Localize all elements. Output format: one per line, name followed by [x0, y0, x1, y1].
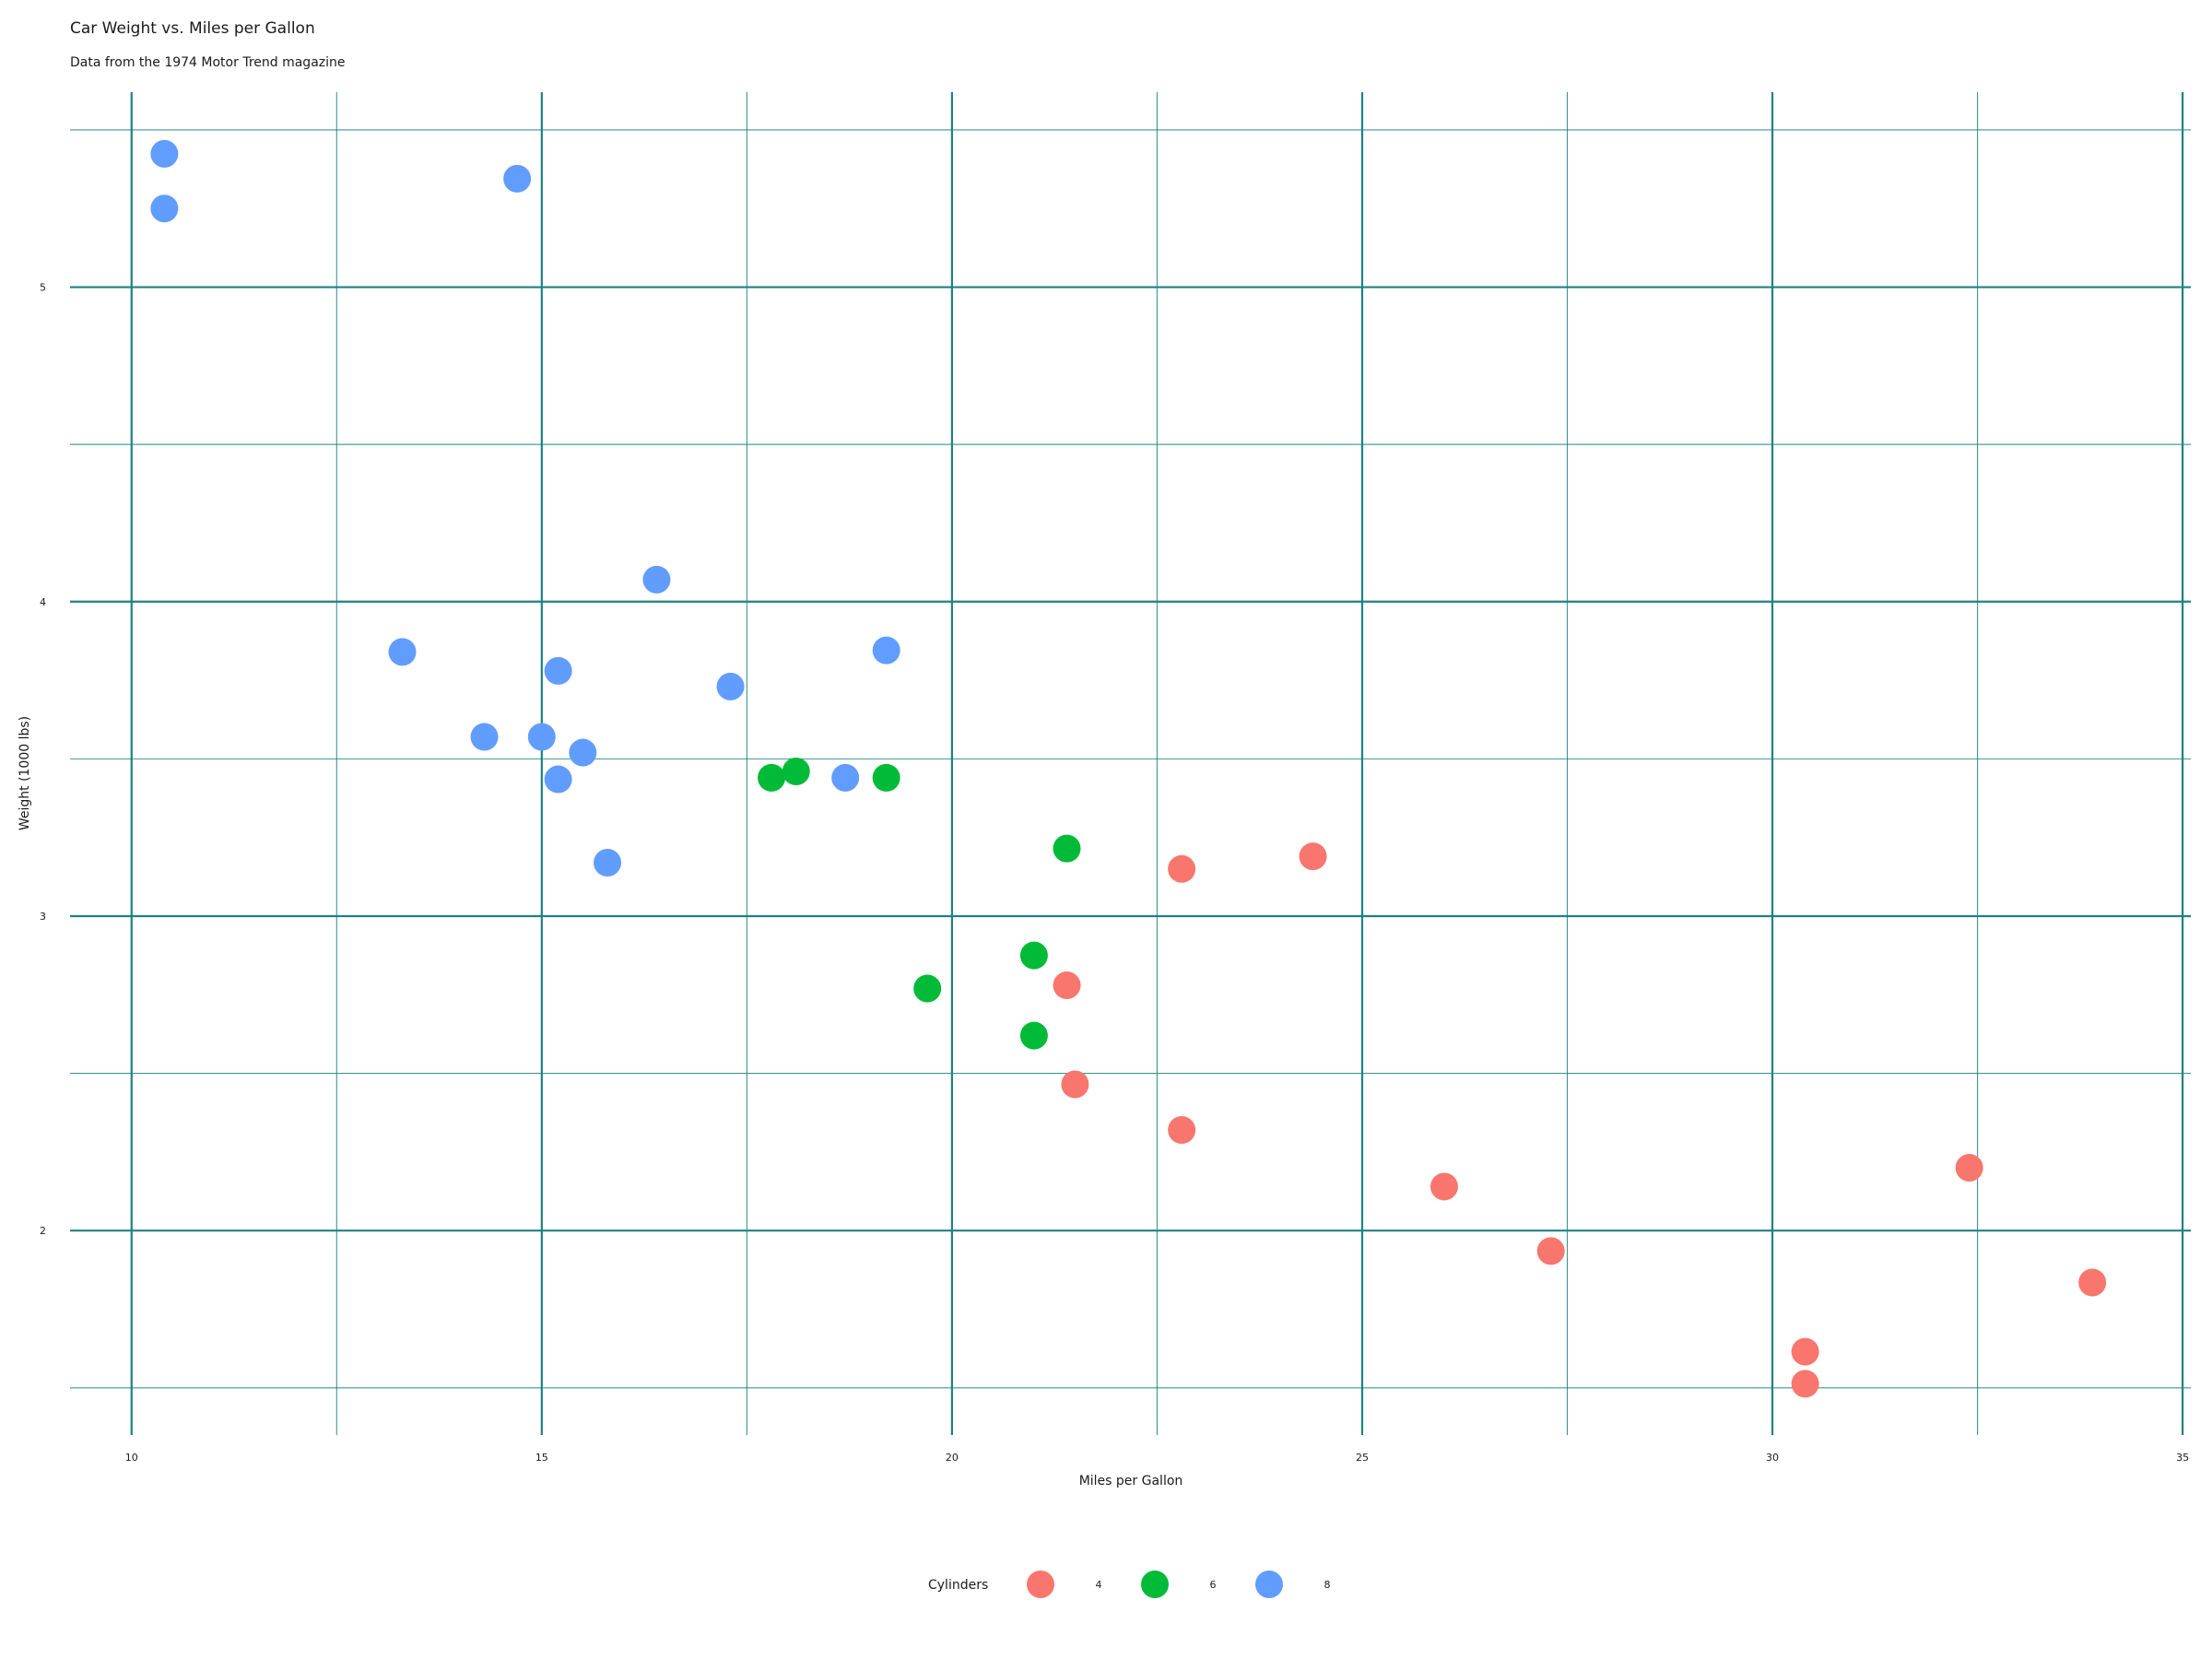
x-tick-label: 20 [946, 1452, 959, 1464]
x-tick-label: 30 [1766, 1452, 1779, 1464]
data-point [1053, 834, 1081, 863]
x-tick-label: 15 [535, 1452, 548, 1464]
x-axis-label: Miles per Gallon [1079, 1474, 1183, 1488]
data-point [1061, 1070, 1089, 1099]
y-axis-label: Weight (1000 lbs) [18, 716, 32, 830]
data-point [1430, 1172, 1458, 1201]
axis-ticks: 10 15 20 25 30 35 2 3 4 5 [40, 282, 2189, 1464]
data-point [782, 758, 810, 786]
data-point [1791, 1370, 1819, 1398]
legend-swatch [1027, 1571, 1054, 1598]
data-point [1019, 941, 1048, 970]
data-point [150, 194, 179, 223]
data-point [642, 565, 671, 594]
legend-title: Cylinders [928, 1578, 988, 1593]
data-point [1168, 1116, 1196, 1145]
legend-label: 4 [1096, 1579, 1102, 1591]
legend-swatch [1255, 1571, 1283, 1598]
data-point [1536, 1237, 1565, 1265]
data-point [388, 638, 417, 666]
data-point [544, 765, 572, 794]
series-4 [1053, 842, 2107, 1398]
y-tick-label: 4 [40, 596, 46, 608]
data-point [1955, 1153, 1983, 1182]
data-point [872, 763, 900, 792]
legend-label: 6 [1210, 1579, 1217, 1591]
series-6 [758, 758, 1081, 1050]
y-tick-label: 3 [40, 911, 46, 923]
x-tick-label: 10 [125, 1452, 138, 1464]
data-point [913, 974, 942, 1003]
x-tick-label: 25 [1356, 1452, 1369, 1464]
data-point [569, 738, 597, 767]
chart-subtitle: Data from the 1974 Motor Trend magazine [70, 55, 346, 70]
legend-items: 4 6 8 [1027, 1571, 1331, 1598]
legend-swatch [1141, 1571, 1169, 1598]
data-point [1168, 854, 1196, 883]
data-points [150, 139, 2107, 1398]
legend: Cylinders 4 6 8 [928, 1571, 1331, 1598]
grid-lines [70, 92, 2191, 1435]
y-tick-label: 2 [40, 1225, 46, 1237]
data-point [758, 763, 786, 792]
data-point [716, 672, 745, 700]
data-point [2078, 1268, 2107, 1297]
data-point [872, 636, 900, 665]
series-8 [150, 139, 900, 877]
legend-label: 8 [1324, 1579, 1331, 1591]
chart-title: Car Weight vs. Miles per Gallon [70, 19, 315, 38]
data-point [544, 656, 572, 685]
data-point [150, 139, 179, 168]
data-point [1299, 842, 1327, 871]
data-point [1053, 971, 1081, 1000]
x-tick-label: 35 [2176, 1452, 2189, 1464]
data-point [594, 848, 622, 877]
data-point [1791, 1337, 1819, 1366]
y-tick-label: 5 [40, 282, 46, 294]
data-point [503, 164, 532, 193]
data-point [527, 723, 556, 751]
data-point [470, 723, 499, 751]
data-point [1019, 1021, 1048, 1050]
data-point [831, 763, 860, 792]
